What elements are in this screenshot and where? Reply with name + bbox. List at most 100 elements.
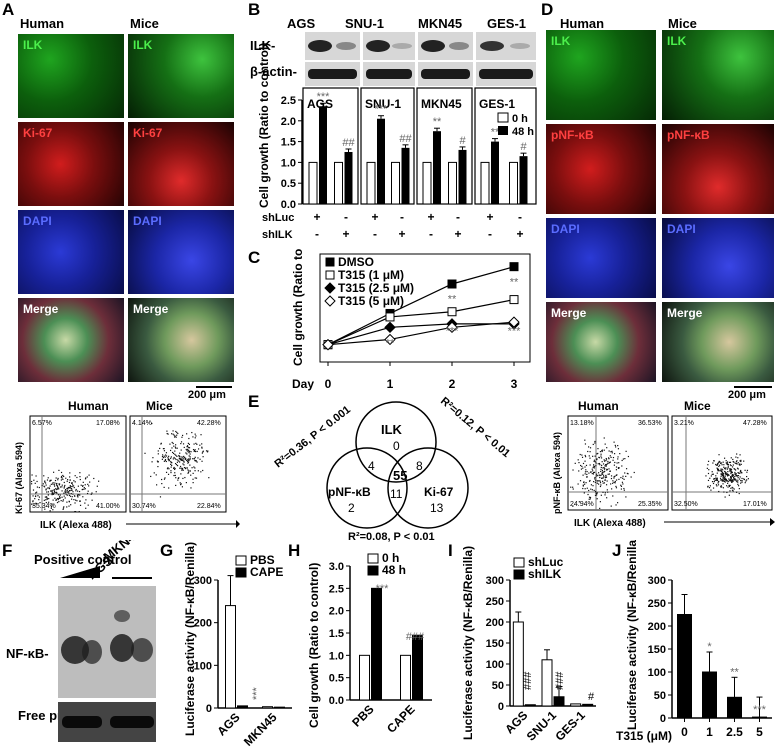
flow-event bbox=[730, 472, 732, 475]
flow-event bbox=[736, 491, 738, 493]
flow-event bbox=[596, 473, 598, 475]
flow-event bbox=[577, 459, 579, 461]
flow-event bbox=[729, 490, 731, 492]
flow-event bbox=[604, 477, 607, 479]
flow-event bbox=[51, 491, 53, 493]
b-bar-48h bbox=[458, 149, 467, 204]
flow-event bbox=[602, 482, 604, 484]
panel-label-b: B bbox=[248, 0, 261, 19]
flow-event bbox=[737, 462, 739, 464]
flow-event bbox=[179, 482, 181, 484]
flow-event bbox=[173, 445, 175, 447]
flow-event bbox=[732, 474, 734, 477]
flow-event bbox=[588, 472, 590, 474]
flow-event bbox=[718, 460, 720, 463]
flow-event bbox=[740, 463, 742, 465]
flow-event bbox=[166, 468, 169, 470]
j-bar bbox=[752, 716, 767, 719]
flow-event bbox=[34, 482, 36, 484]
flow-event bbox=[721, 479, 723, 481]
flow-event bbox=[572, 488, 574, 490]
flow-event bbox=[600, 457, 603, 459]
flow-event bbox=[724, 470, 726, 473]
flow-event bbox=[45, 499, 47, 501]
flow-event bbox=[174, 463, 177, 465]
e-count-pnf-ki: 11 bbox=[390, 487, 403, 501]
flow-event bbox=[47, 494, 49, 496]
flow-event bbox=[730, 464, 732, 467]
i-legend-label: shILK bbox=[528, 567, 562, 581]
flow-event bbox=[604, 465, 606, 467]
flow-event bbox=[593, 465, 596, 468]
b-shluc-sign: + bbox=[313, 210, 320, 224]
flow-event bbox=[53, 489, 55, 491]
flow-event bbox=[726, 463, 728, 465]
flow-event bbox=[72, 485, 75, 487]
flow-event bbox=[165, 460, 167, 463]
flow-event bbox=[167, 467, 169, 469]
flow-event bbox=[602, 463, 605, 465]
b-shluc-sign: - bbox=[344, 210, 348, 224]
flow-event bbox=[63, 495, 65, 497]
c-series-line bbox=[327, 321, 515, 346]
flow-event bbox=[736, 460, 738, 462]
flow-event bbox=[144, 452, 146, 454]
flow-event bbox=[730, 468, 732, 470]
flow-event bbox=[38, 496, 41, 498]
flow-event bbox=[58, 497, 60, 500]
flow-event bbox=[720, 470, 723, 472]
flow-event bbox=[68, 505, 70, 507]
flow-event bbox=[598, 480, 600, 482]
flow-event bbox=[64, 497, 66, 499]
flow-event bbox=[721, 464, 723, 466]
flow-event bbox=[170, 457, 172, 459]
flow-event bbox=[188, 460, 190, 462]
i-y-tick-label: 150 bbox=[486, 638, 504, 650]
flow-event bbox=[202, 469, 204, 472]
b-legend-swatch-48h bbox=[498, 126, 508, 135]
c-legend-marker bbox=[324, 295, 336, 307]
flow-event bbox=[586, 475, 588, 478]
flow-event bbox=[623, 478, 625, 480]
flow-event bbox=[153, 472, 155, 474]
flow-event bbox=[733, 461, 735, 463]
a-flow-mice-q3: 30.74% bbox=[132, 503, 156, 510]
flow-event bbox=[731, 481, 734, 483]
flow-event bbox=[81, 485, 84, 487]
flow-event bbox=[587, 493, 589, 496]
flow-event bbox=[194, 470, 196, 472]
flow-event bbox=[719, 461, 721, 463]
flow-event bbox=[733, 479, 736, 481]
flow-event bbox=[187, 459, 189, 461]
flow-event bbox=[64, 490, 66, 492]
h-legend-label: 0 h bbox=[382, 551, 399, 565]
c-xlabel: Day bbox=[292, 377, 314, 391]
flow-event bbox=[175, 458, 177, 461]
flow-event bbox=[64, 484, 66, 487]
flow-event bbox=[593, 481, 595, 483]
b-cell-ges1: GES-1 bbox=[487, 16, 526, 31]
flow-event bbox=[51, 494, 53, 496]
flow-event bbox=[70, 504, 72, 506]
flow-event bbox=[57, 494, 60, 496]
i-y-tick-label: 0 bbox=[498, 701, 504, 713]
flow-event bbox=[732, 476, 735, 478]
flow-event bbox=[605, 458, 608, 460]
flow-event bbox=[36, 486, 39, 488]
e-circle-ki67 bbox=[387, 447, 469, 529]
flow-event bbox=[584, 460, 586, 462]
flow-event bbox=[168, 468, 170, 470]
a-flow-mice-q4: 22.84% bbox=[197, 503, 221, 510]
i-legend-swatch bbox=[513, 569, 525, 580]
flow-event bbox=[163, 460, 165, 462]
flow-event bbox=[45, 484, 47, 486]
a-flow-xlabel: ILK (Alexa 488) bbox=[40, 520, 112, 531]
flow-event bbox=[585, 464, 588, 467]
flow-event bbox=[189, 450, 191, 452]
flow-event bbox=[740, 469, 742, 472]
flow-event bbox=[150, 475, 152, 478]
flow-event bbox=[77, 494, 80, 496]
d-mice-dapi-image: DAPI bbox=[662, 218, 774, 298]
flow-event bbox=[60, 500, 62, 502]
b-y-tick-label: 2.5 bbox=[281, 95, 296, 107]
